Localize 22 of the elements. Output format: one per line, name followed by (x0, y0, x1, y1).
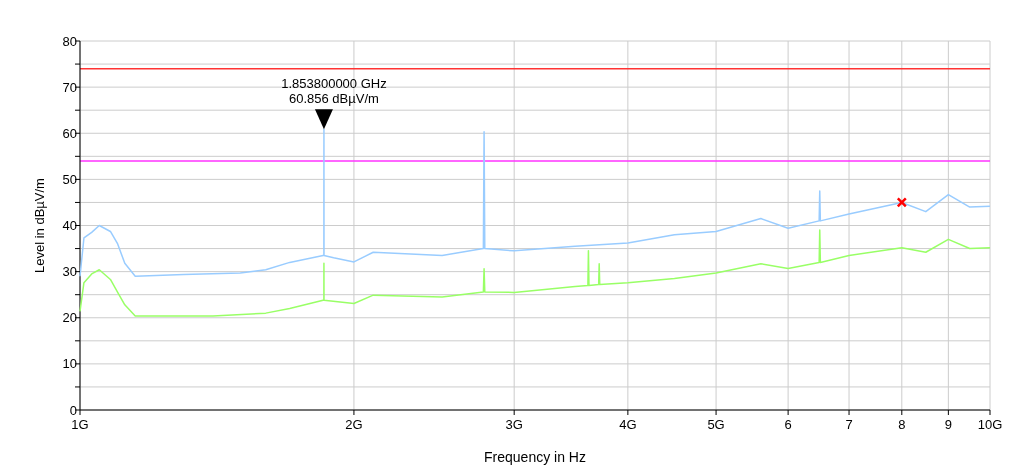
x-axis-title: Frequency in Hz (484, 449, 586, 465)
x-tick-label: 6 (784, 417, 792, 432)
x-tick-label: 1G (71, 417, 89, 432)
x-tick-label: 2G (345, 417, 363, 432)
y-tick-label: 60 (62, 125, 77, 141)
y-tick-label: 10 (62, 356, 77, 372)
annotation: 1.853800000 GHz 60.856 dBµV/m (281, 76, 387, 107)
y-axis-title: Level in dBµV/m (32, 178, 47, 273)
x-tick-label: 5G (707, 417, 725, 432)
y-tick-label: 0 (69, 402, 77, 418)
y-tick-label: 30 (62, 264, 77, 280)
y-tick-label: 80 (62, 33, 77, 49)
x-tick-label: 4G (619, 417, 637, 432)
y-tick-label: 40 (62, 218, 77, 234)
y-tick-label: 20 (62, 310, 77, 326)
x-tick-label: 10G (977, 417, 1003, 432)
x-tick-label: 8 (898, 417, 906, 432)
x-tick-label: 7 (845, 417, 853, 432)
x-tick-label: 9 (944, 417, 952, 432)
y-tick-label: 50 (62, 171, 77, 187)
y-tick-label: 70 (62, 79, 77, 95)
x-tick-label: 3G (505, 417, 523, 432)
